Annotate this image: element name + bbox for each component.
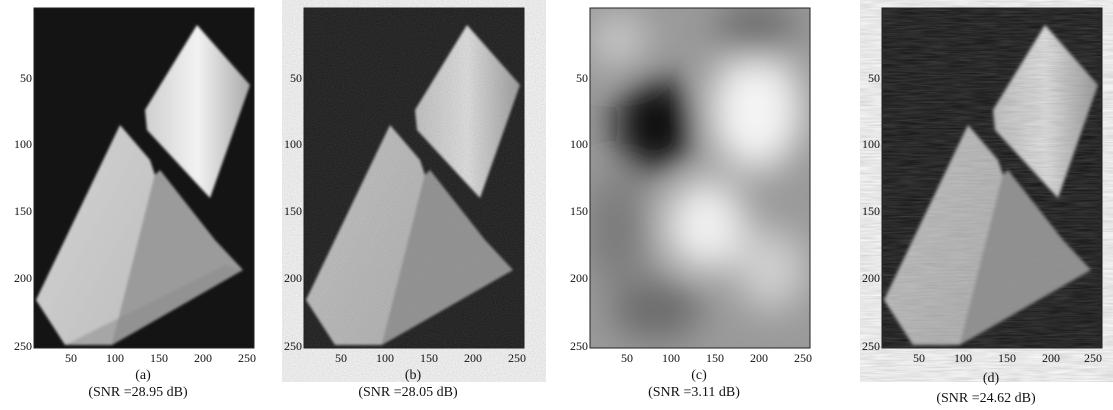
xtick-100: 100 — [376, 351, 394, 365]
panel-d: 50 100 150 200 250 50 100 150 200 250 (d… — [848, 0, 1108, 410]
ytick-250: 250 — [862, 339, 880, 353]
xtick-200: 200 — [750, 351, 768, 365]
xtick-250: 250 — [1084, 351, 1102, 365]
xtick-250: 250 — [508, 351, 526, 365]
xtick-200: 200 — [464, 351, 482, 365]
panel-label: (b) — [404, 368, 422, 383]
xtick-200: 200 — [1042, 351, 1060, 365]
ytick-150: 150 — [14, 204, 32, 218]
ytick-250: 250 — [14, 339, 32, 353]
panel-a: 50 100 150 200 250 50 100 150 200 250 (a… — [0, 0, 260, 410]
snr-caption: (SNR =28.05 dB) — [358, 385, 458, 400]
xtick-150: 150 — [150, 351, 168, 365]
panel-label: (a) — [135, 368, 151, 383]
ytick-50: 50 — [868, 71, 880, 85]
xtick-50: 50 — [621, 351, 633, 365]
xtick-150: 150 — [998, 351, 1016, 365]
ytick-200: 200 — [284, 271, 302, 285]
panel-b: 50 100 150 200 250 50 100 150 200 250 (b… — [270, 0, 530, 410]
panel-c: 50 100 150 200 250 50 100 150 200 250 (c… — [556, 0, 816, 410]
xtick-150: 150 — [420, 351, 438, 365]
panel-label: (d) — [982, 371, 1000, 386]
panel-b-image — [303, 7, 525, 349]
xtick-50: 50 — [913, 351, 925, 365]
ytick-100: 100 — [862, 137, 880, 151]
panel-a-image — [33, 7, 255, 349]
panel-label: (c) — [691, 368, 707, 383]
ytick-200: 200 — [862, 271, 880, 285]
xtick-50: 50 — [65, 351, 77, 365]
ytick-250: 250 — [570, 339, 588, 353]
xtick-250: 250 — [238, 351, 256, 365]
ytick-200: 200 — [570, 271, 588, 285]
ytick-100: 100 — [570, 137, 588, 151]
ytick-150: 150 — [284, 204, 302, 218]
xtick-250: 250 — [794, 351, 812, 365]
ytick-250: 250 — [284, 339, 302, 353]
ytick-150: 150 — [570, 204, 588, 218]
ytick-50: 50 — [576, 71, 588, 85]
xtick-100: 100 — [954, 351, 972, 365]
ytick-50: 50 — [20, 71, 32, 85]
panel-c-image — [589, 7, 811, 349]
snr-caption: (SNR =3.11 dB) — [648, 385, 740, 400]
xtick-50: 50 — [335, 351, 347, 365]
xtick-200: 200 — [194, 351, 212, 365]
ytick-150: 150 — [862, 204, 880, 218]
ytick-100: 100 — [284, 137, 302, 151]
xtick-100: 100 — [106, 351, 124, 365]
ytick-200: 200 — [14, 271, 32, 285]
xtick-150: 150 — [706, 351, 724, 365]
ytick-100: 100 — [14, 137, 32, 151]
snr-caption: (SNR =24.62 dB) — [936, 391, 1036, 406]
ytick-50: 50 — [290, 71, 302, 85]
xtick-100: 100 — [662, 351, 680, 365]
panel-d-image — [881, 7, 1103, 349]
snr-caption: (SNR =28.95 dB) — [88, 385, 188, 400]
